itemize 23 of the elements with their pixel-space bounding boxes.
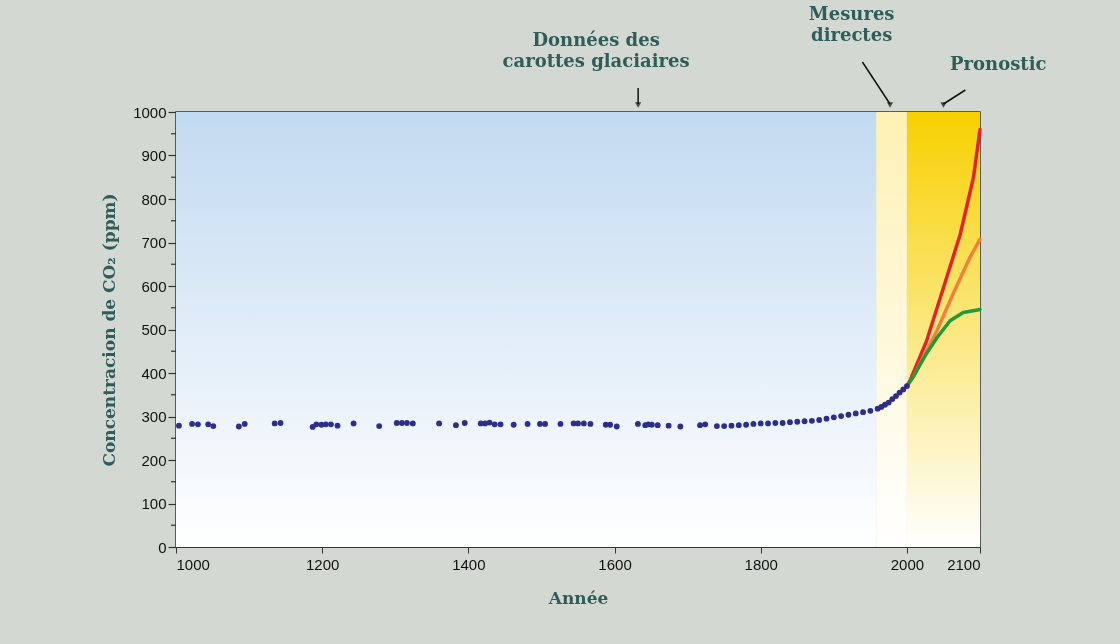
- x-tick-label: 1600: [598, 555, 632, 573]
- y-tick-label: 100: [141, 495, 167, 512]
- band-label: Pronostic: [950, 53, 1047, 74]
- y-tick-label: 700: [141, 234, 167, 251]
- y-tick-label: 200: [141, 451, 167, 469]
- band-label: Données des carottes glaciaires: [502, 29, 690, 71]
- y-tick-label: 300: [141, 408, 167, 425]
- y-tick-label: 1000: [133, 103, 167, 121]
- x-tick-label: 1800: [744, 555, 778, 573]
- y-axis-title: Concentracion de CO₂ (ppm): [99, 193, 120, 467]
- y-tick-label: 800: [141, 190, 167, 208]
- x-tick-label: 1400: [452, 555, 486, 573]
- x-tick-label: 1000: [176, 555, 210, 573]
- x-tick-label: 1200: [305, 555, 340, 573]
- y-tick-label: 0: [158, 538, 167, 556]
- y-tick-label: 400: [141, 364, 167, 382]
- band-label: Mesures directes: [808, 3, 895, 45]
- x-axis-title: Année: [547, 587, 609, 608]
- y-tick-label: 600: [141, 277, 167, 295]
- x-tick-label: 2100: [947, 555, 981, 573]
- y-tick-label: 900: [141, 147, 167, 164]
- y-tick-label: 500: [141, 321, 167, 338]
- x-tick-label: 2000: [890, 555, 925, 573]
